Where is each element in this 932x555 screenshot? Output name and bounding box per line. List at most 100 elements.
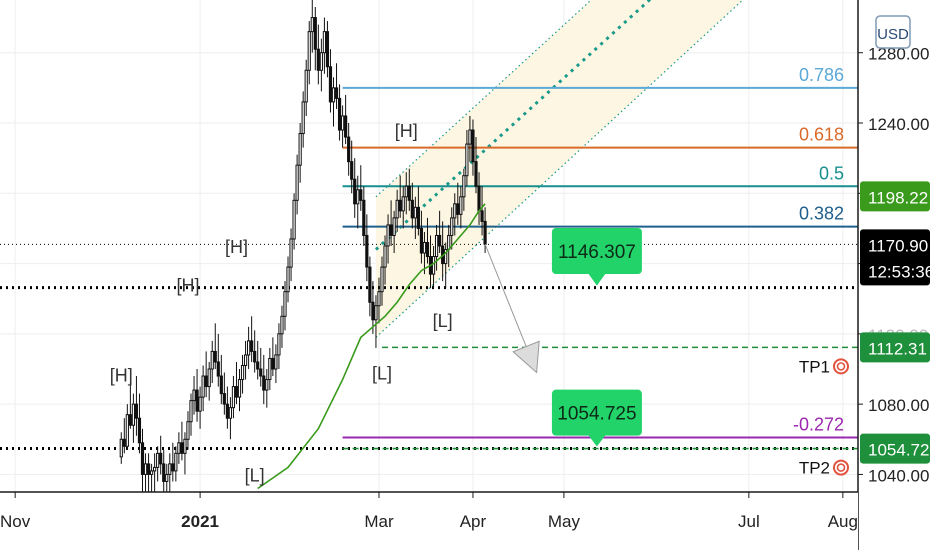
pivot-label: [H] — [110, 365, 133, 385]
candle-body — [201, 375, 205, 398]
candle-body — [271, 357, 275, 370]
channel-fill — [375, 0, 743, 338]
price-callout-text: 1054.725 — [557, 404, 636, 425]
target-price-tag-label: 1054.72 — [868, 441, 929, 460]
candle-body — [456, 203, 460, 215]
price-axis-label: 1280.00 — [868, 45, 929, 64]
candle-body — [134, 403, 139, 419]
candle-body — [219, 375, 223, 395]
candle-body — [337, 97, 342, 131]
forecast-arrow-head — [512, 340, 540, 374]
time-axis-label: Jul — [738, 512, 760, 531]
candle-body — [389, 224, 393, 236]
candle-body — [177, 442, 181, 454]
candle-body — [419, 227, 424, 254]
candle-body — [371, 301, 375, 321]
candle-body — [434, 234, 439, 258]
candle-body — [301, 101, 305, 135]
target-icon — [836, 362, 846, 371]
time-axis-label: Apr — [460, 512, 487, 531]
candle-body — [313, 17, 317, 50]
candle-body — [356, 189, 360, 205]
fib-level-label: 0.786 — [799, 65, 844, 85]
fib-level-label: 0.618 — [799, 125, 844, 145]
forecast-arrow-line — [484, 244, 527, 347]
candle-body — [319, 52, 323, 71]
candle-body — [119, 438, 123, 458]
candle-body — [350, 161, 354, 180]
fib-level-label: 0.5 — [819, 163, 844, 183]
candle-body — [174, 452, 178, 472]
time-axis-label: Mar — [364, 512, 394, 531]
candle-body — [407, 185, 411, 201]
candle-body — [471, 129, 475, 163]
candle-body — [453, 203, 457, 219]
target-icon — [833, 358, 849, 375]
fib-level-label: 0.382 — [799, 204, 844, 224]
candle-body — [228, 407, 233, 419]
candle-body — [265, 379, 269, 391]
candle-body — [425, 241, 430, 258]
candle-body — [310, 17, 314, 33]
candle-body — [286, 266, 290, 293]
candle-body — [213, 350, 217, 363]
candle-body — [383, 245, 387, 268]
candle-body — [465, 143, 469, 177]
target-label: TP2 — [799, 459, 830, 478]
price-callout-pointer — [587, 273, 606, 286]
candle-body — [374, 305, 378, 321]
candle-body — [404, 185, 408, 198]
pivot-label: [L] — [245, 465, 265, 485]
candle-body — [438, 234, 442, 247]
candle-body — [204, 375, 208, 388]
candle-body — [171, 463, 175, 472]
candle-body — [322, 31, 327, 54]
candle-body — [450, 217, 454, 236]
candle-body — [362, 199, 366, 236]
candle-body — [340, 115, 345, 131]
candle-body — [280, 315, 284, 335]
candle-body — [444, 249, 448, 265]
candle-body — [344, 115, 348, 138]
pivot-label: [H] — [395, 121, 418, 141]
candle-body — [222, 393, 226, 405]
candle-body — [231, 386, 236, 409]
candle-body — [159, 452, 163, 465]
candle-body — [277, 333, 281, 356]
candle-body — [410, 199, 414, 219]
pivot-label: [L] — [433, 311, 453, 331]
candle-body — [131, 403, 135, 426]
candle-body — [122, 438, 126, 447]
last-price-tag — [860, 229, 930, 286]
price-axis-label: 1040.00 — [868, 466, 929, 485]
price-axis-label: 1240.00 — [868, 115, 929, 134]
time-axis-background — [0, 492, 858, 550]
candle-body — [149, 470, 154, 475]
candle-body — [413, 206, 417, 219]
candle-body — [180, 442, 184, 454]
currency-button-label[interactable]: USD — [877, 26, 909, 43]
candle-body — [198, 396, 202, 412]
candle-body — [477, 185, 481, 212]
target-icon — [833, 459, 849, 476]
candle-body — [480, 210, 484, 222]
candle-body — [353, 178, 357, 205]
candle-body — [334, 87, 339, 99]
price-callout-text: 1146.307 — [558, 242, 636, 263]
candle-body — [207, 368, 211, 388]
annotations: 1146.307 1054.725 [H] [H] [H] [L] [H] [L] [L] — [110, 121, 642, 485]
candle-body — [243, 354, 248, 366]
sma-price-tag — [860, 181, 930, 212]
candle-body — [401, 196, 405, 212]
candle-body — [186, 421, 190, 440]
target-price-tag — [860, 433, 930, 464]
candle-body — [377, 291, 381, 307]
currency-button[interactable] — [875, 15, 911, 49]
candle-body — [395, 199, 399, 219]
candle-body — [325, 31, 330, 68]
candle-body — [234, 386, 239, 398]
sma-price-tag-label: 1198.22 — [868, 188, 928, 207]
